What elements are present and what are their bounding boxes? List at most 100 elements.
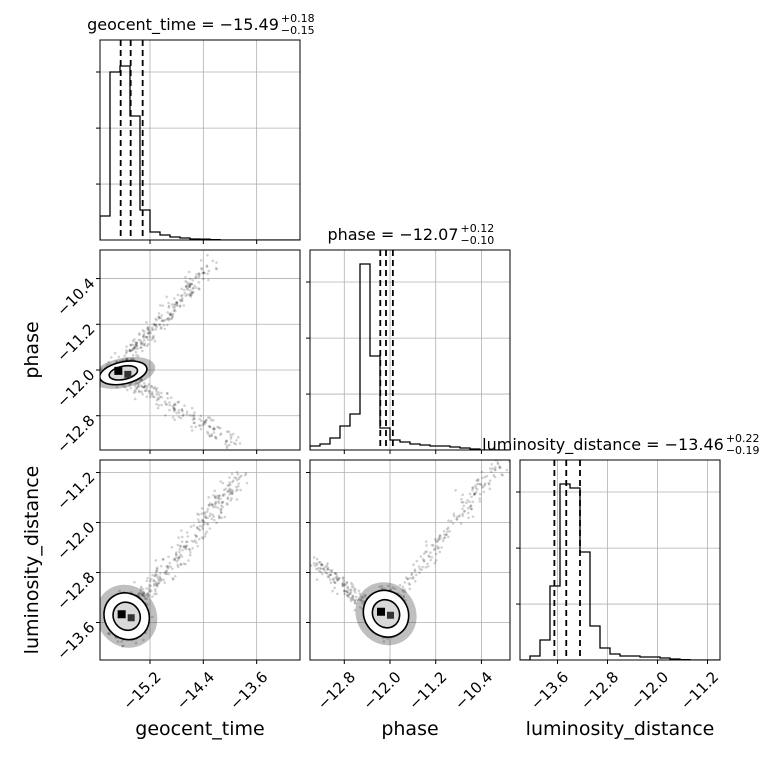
scatter-point [193,417,196,421]
scatter-point [237,477,241,480]
scatter-point [200,507,204,510]
scatter-point [133,389,137,392]
scatter-point [487,483,491,486]
scatter-point [473,492,477,495]
scatter-point [143,382,146,385]
scatter-point [469,504,472,507]
scatter-point [177,556,180,559]
scatter-point [220,516,223,520]
scatter-point [444,533,448,537]
scatter-point [136,385,139,389]
scatter-point [478,500,482,503]
scatter-point [206,523,210,526]
scatter-point [346,590,349,594]
scatter-point [155,393,158,396]
scatter-point [139,585,143,589]
scatter-point [168,401,171,404]
scatter-point [231,479,235,482]
scatter-point [147,383,151,386]
scatter-point [233,476,236,479]
scatter-point [152,579,156,582]
scatter-point [461,500,465,504]
scatter-point [496,461,500,464]
scatter-point [147,326,150,329]
scatter-point [231,492,234,495]
scatter-point [120,640,123,643]
scatter-point [154,582,158,586]
scatter-point [177,556,181,560]
scatter-point [150,384,153,388]
scatter-point [185,540,189,544]
y-tick-label: −13.6 [53,618,98,663]
scatter-point [152,579,156,583]
scatter-point [150,615,154,619]
scatter-point [158,322,161,326]
scatter-point [148,330,152,334]
scatter-point [337,576,341,580]
scatter-point [418,571,421,575]
scatter-point [433,561,437,565]
scatter-point [440,546,443,549]
scatter-point [348,592,352,595]
scatter-point [203,513,207,517]
scatter-point [151,336,154,339]
scatter-point [424,550,427,554]
scatter-point [317,560,321,564]
scatter-point [181,409,184,413]
scatter-point [153,587,157,591]
scatter-point [422,552,426,555]
scatter-point [198,417,202,421]
scatter-point [180,529,183,532]
scatter-point [211,259,215,263]
scatter-point [202,520,206,523]
scatter-point [140,378,144,382]
scatter-point [402,590,405,593]
scatter-point [201,271,204,275]
scatter-point [361,602,364,605]
scatter-point [238,475,242,479]
scatter-point [157,578,160,581]
scatter-point [413,568,417,572]
scatter-point [140,385,144,389]
scatter-point [216,425,219,429]
scatter-point [219,433,222,436]
scatter-point [165,295,168,299]
scatter-point [483,475,487,479]
x-tick-label: −10.4 [451,668,496,713]
scatter-point [214,501,218,505]
scatter-point [156,581,160,585]
title-upper-error: +0.22 [726,432,760,445]
histogram-phase [310,263,510,450]
scatter-point [140,593,144,597]
scatter-point [175,301,179,305]
scatter-point [142,336,145,339]
scatter-point [184,547,188,551]
scatter-point [493,468,497,472]
scatter-point [471,488,474,492]
scatter-point [206,430,209,434]
panel-phase-vs-geocent_time [96,249,301,454]
scatter-point [154,590,157,593]
scatter-point [190,406,194,410]
scatter-point [337,578,340,581]
scatter-point [134,390,137,393]
scatter-point [186,282,190,286]
scatter-point [189,282,193,286]
scatter-point [109,356,113,359]
scatter-point [214,435,218,439]
title-lower-error: −0.10 [461,234,495,247]
scatter-point [189,525,193,529]
scatter-point [215,521,218,525]
scatter-point [196,526,199,530]
scatter-point [184,275,187,279]
scatter-point [353,608,357,612]
scatter-point [139,338,142,342]
y-tick-label: −12.8 [53,411,98,456]
scatter-point [175,560,179,563]
scatter-point [185,285,188,289]
scatter-point [461,493,464,497]
scatter-point [411,575,415,579]
scatter-point [192,421,196,425]
scatter-point [443,533,446,536]
scatter-point [437,537,441,541]
